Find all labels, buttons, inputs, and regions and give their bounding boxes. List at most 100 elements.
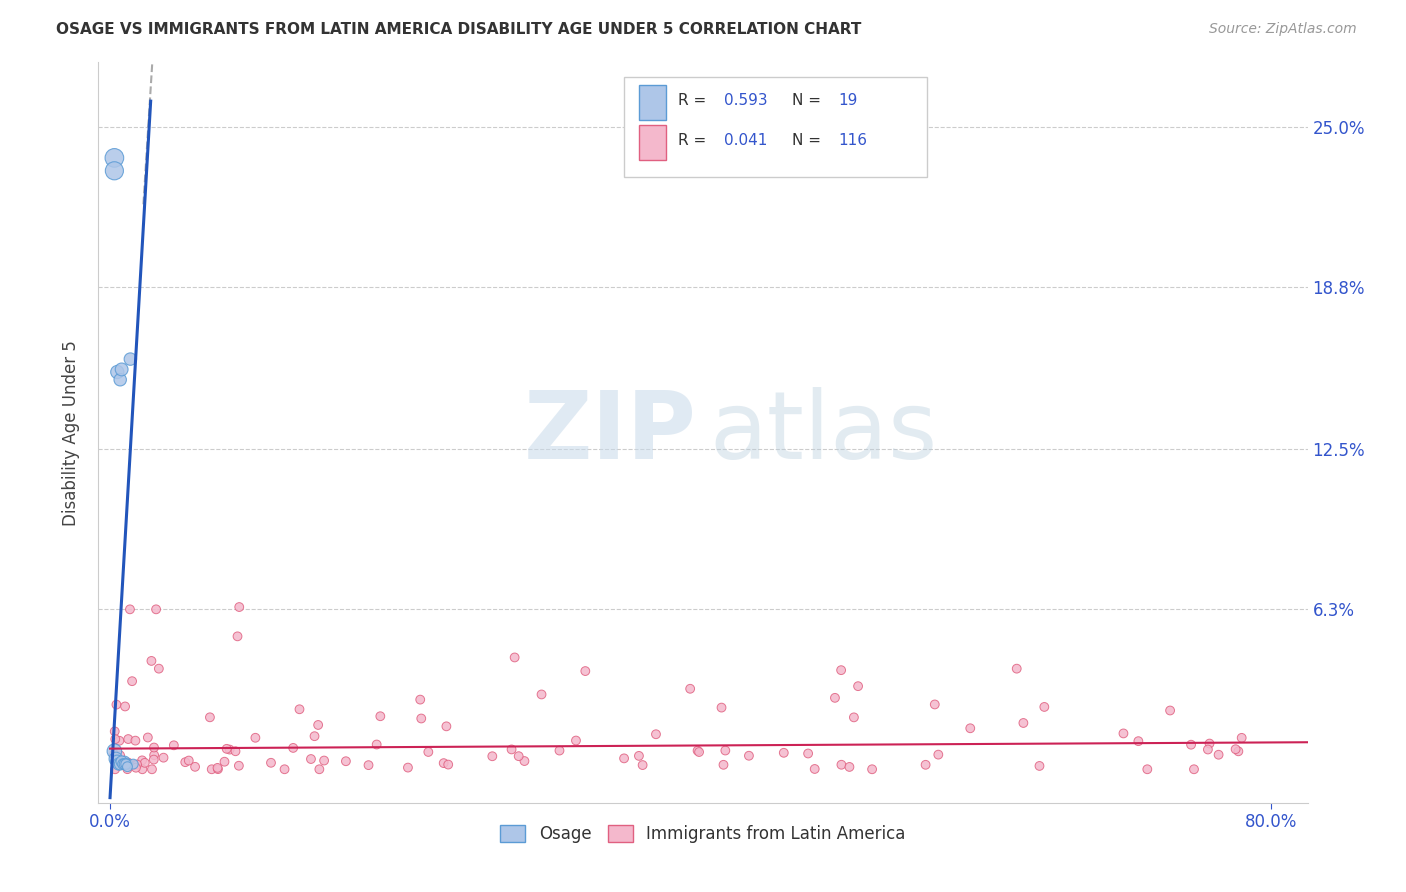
Point [1159,704,1181,718]
Point [105,365,128,379]
Point [714,743,737,757]
Point [842,710,865,724]
Point [104,762,127,776]
Point [1012,716,1035,731]
Point [127,757,149,772]
Point [299,752,322,766]
Point [503,650,526,665]
Point [613,751,636,765]
Point [1208,747,1230,762]
Point [117,757,139,772]
Point [108,757,131,772]
Text: 19: 19 [838,93,858,108]
Text: 0.593: 0.593 [724,93,768,108]
Point [125,761,148,775]
Point [214,755,236,769]
Text: R =: R = [678,93,710,108]
Point [645,727,668,741]
Point [738,748,761,763]
Text: 0.041: 0.041 [724,133,766,148]
Point [1230,731,1253,745]
Point [1180,738,1202,752]
Text: N =: N = [793,93,827,108]
Point [103,747,125,761]
Point [141,654,163,668]
Point [914,757,936,772]
Point [688,745,710,759]
Point [713,757,735,772]
Point [103,163,125,178]
Point [114,757,136,772]
Point [115,757,138,772]
Point [1136,762,1159,776]
Point [273,762,295,776]
Point [288,702,311,716]
Point [163,739,186,753]
Point [122,757,145,772]
Point [335,754,357,768]
Point [824,690,846,705]
Point [1227,744,1250,758]
Point [111,362,134,376]
Point [121,674,143,689]
Y-axis label: Disability Age Under 5: Disability Age Under 5 [62,340,80,525]
Text: atlas: atlas [709,386,938,479]
Legend: Osage, Immigrants from Latin America: Osage, Immigrants from Latin America [494,819,912,850]
Point [118,602,141,616]
Point [141,762,163,776]
Point [105,755,128,769]
Point [846,679,869,693]
Point [307,718,329,732]
Point [145,602,167,616]
Point [1198,737,1220,751]
Point [110,756,132,771]
Point [565,733,588,747]
Point [107,757,129,772]
Point [143,748,166,763]
Point [104,732,127,747]
Point [215,741,238,756]
Point [224,744,246,758]
Point [1225,742,1247,756]
Point [530,688,553,702]
Point [134,756,156,770]
Point [226,629,249,643]
Point [117,732,139,747]
Point [136,731,159,745]
Point [860,762,883,776]
Point [1197,742,1219,756]
Point [1028,759,1050,773]
Point [1033,700,1056,714]
Point [174,755,197,769]
Point [679,681,702,696]
Point [148,662,170,676]
Point [314,754,336,768]
Point [245,731,267,745]
Point [117,760,139,774]
Point [114,699,136,714]
Point [631,758,654,772]
Point [111,755,134,769]
Point [228,758,250,772]
Point [501,742,523,756]
Point [959,721,981,735]
Point [117,762,139,776]
Point [198,710,221,724]
Point [830,757,852,772]
Point [201,762,224,776]
Point [108,733,131,747]
Point [433,756,456,771]
Point [218,742,240,756]
Point [548,743,571,757]
Point [434,719,457,733]
Point [368,709,391,723]
Point [114,755,136,769]
Point [120,352,142,367]
Text: ZIP: ZIP [524,386,697,479]
Point [1128,734,1150,748]
Point [411,711,433,725]
Text: OSAGE VS IMMIGRANTS FROM LATIN AMERICA DISABILITY AGE UNDER 5 CORRELATION CHART: OSAGE VS IMMIGRANTS FROM LATIN AMERICA D… [56,22,862,37]
Point [574,664,596,678]
Text: 116: 116 [838,133,868,148]
Point [228,600,250,615]
